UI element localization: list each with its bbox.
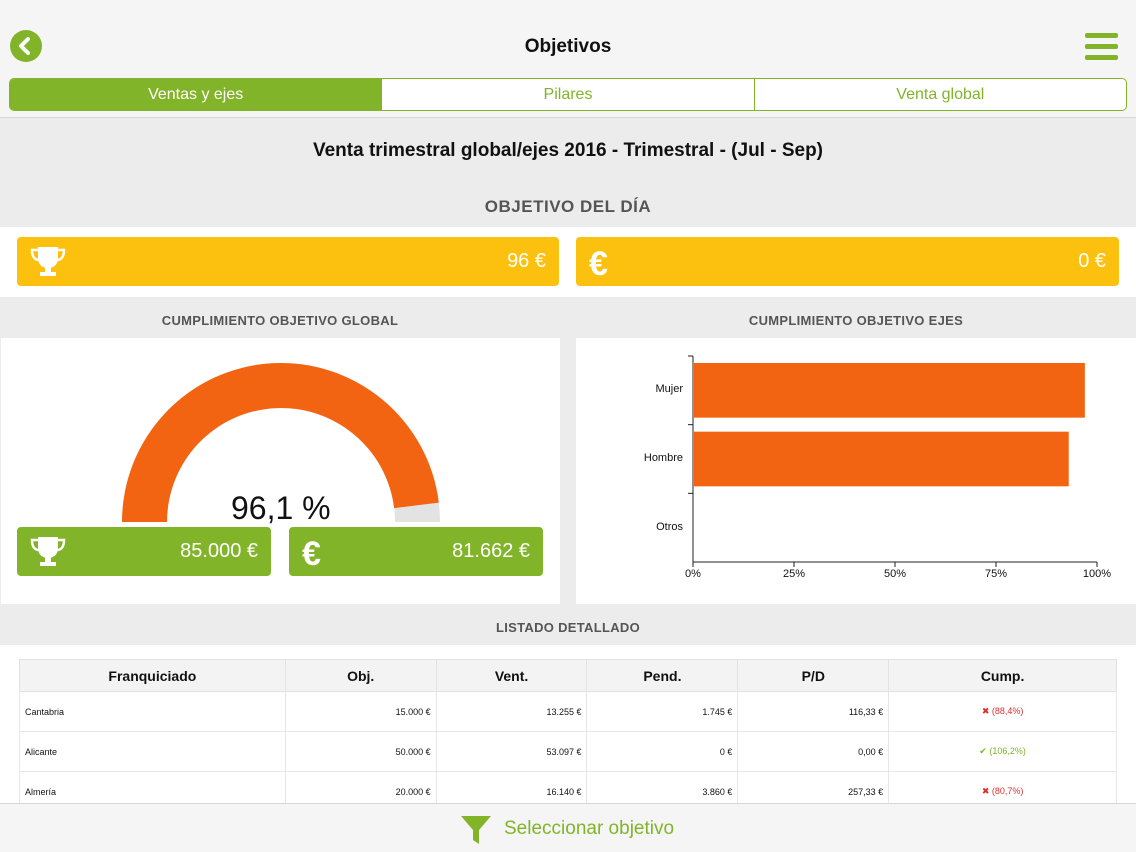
tab-pilares[interactable]: Pilares <box>382 79 755 110</box>
cump-value: (80,7%) <box>991 786 1024 796</box>
bar-hombre <box>694 431 1069 487</box>
back-button[interactable] <box>10 30 42 62</box>
daily-objective-value: 96 € <box>507 250 546 272</box>
category-label: Mujer <box>655 383 683 396</box>
col-franquiciado[interactable]: Franquiciado <box>19 659 286 692</box>
check-icon: ✔ <box>979 746 987 756</box>
cell-obj: 50.000 € <box>284 731 437 772</box>
cell-vent: 13.255 € <box>435 691 588 732</box>
table-header-row: Franquiciado Obj. Vent. Pend. P/D Cump. <box>19 659 1117 692</box>
col-vent[interactable]: Vent. <box>435 659 588 692</box>
gauge-chart <box>122 363 440 522</box>
euro-icon: € <box>589 245 608 279</box>
report-title: Venta trimestral global/ejes 2016 - Trim… <box>312 140 824 161</box>
listado-panel: Franquiciado Obj. Vent. Pend. P/D Cump. … <box>0 645 1136 812</box>
global-sales-box: € 81.662 € <box>289 527 543 576</box>
objetivo-dia-heading: OBJETIVO DEL DÍA <box>484 197 652 216</box>
global-sales-value: 81.662 € <box>452 540 530 562</box>
table-row[interactable]: Cantabria 15.000 € 13.255 € 1.745 € 116,… <box>19 691 1117 732</box>
tick-label: 0% <box>685 568 701 580</box>
cell-cump: ✖ (88,4%) <box>888 691 1117 732</box>
ejes-heading: CUMPLIMIENTO OBJETIVO EJES <box>748 313 964 328</box>
daily-sales-value: 0 € <box>1078 250 1106 272</box>
trophy-icon <box>30 537 66 566</box>
filter-icon <box>461 816 491 844</box>
cell-franquiciado: Alicante <box>19 731 286 772</box>
tick-label: 25% <box>782 568 806 580</box>
trophy-icon <box>30 247 66 276</box>
gauge-fill <box>122 363 439 522</box>
euro-icon: € <box>302 535 321 569</box>
col-cump[interactable]: Cump. <box>888 659 1117 692</box>
page-title: Objetivos <box>524 36 612 57</box>
listado-table: Franquiciado Obj. Vent. Pend. P/D Cump. … <box>19 659 1117 812</box>
tick-label: 75% <box>984 568 1008 580</box>
global-heading: CUMPLIMIENTO OBJETIVO GLOBAL <box>161 313 399 328</box>
ejes-chart-panel: Mujer Hombre Otros 0% 25% 50% 75% 100% <box>576 338 1136 604</box>
category-label: Hombre <box>643 452 683 464</box>
svg-text:€: € <box>589 245 608 279</box>
tab-ventas-y-ejes[interactable]: Ventas y ejes <box>10 79 383 110</box>
tab-bar: Ventas y ejes Pilares Venta global <box>9 78 1127 111</box>
cell-cump: ✔ (106,2%) <box>888 731 1117 772</box>
cell-pd: 116,33 € <box>737 691 890 732</box>
gauge-percent: 96,1 % <box>231 490 331 526</box>
cell-obj: 15.000 € <box>284 691 437 732</box>
cell-vent: 53.097 € <box>435 731 588 772</box>
select-objective-label: Seleccionar objetivo <box>504 818 675 839</box>
svg-text:€: € <box>302 535 321 569</box>
table-row[interactable]: Alicante 50.000 € 53.097 € 0 € 0,00 € ✔ … <box>19 731 1117 772</box>
cell-pd: 0,00 € <box>737 731 890 772</box>
global-objective-value: 85.000 € <box>180 540 258 562</box>
cump-value: (106,2%) <box>989 746 1026 756</box>
category-label: Otros <box>656 520 683 533</box>
chevron-left-icon <box>19 37 30 55</box>
select-objective-button[interactable]: Seleccionar objetivo <box>0 803 1136 852</box>
cump-value: (88,4%) <box>991 706 1024 716</box>
daily-sales-box: € 0 € <box>576 237 1119 286</box>
bar-mujer <box>694 363 1085 418</box>
col-pd[interactable]: P/D <box>737 659 890 692</box>
cross-icon: ✖ <box>981 706 990 716</box>
cell-franquiciado: Cantabria <box>19 691 286 732</box>
tick-label: 50% <box>883 568 907 580</box>
daily-objective-box: 96 € <box>17 237 559 286</box>
tab-venta-global[interactable]: Venta global <box>896 85 985 103</box>
navigation-bar: Objetivos Ventas y ejes Pilares Venta gl… <box>0 0 1136 118</box>
listado-heading: LISTADO DETALLADO <box>496 620 640 635</box>
cell-pend: 0 € <box>586 731 739 772</box>
tick-label: 100% <box>1082 568 1112 580</box>
cell-pend: 1.745 € <box>586 691 739 732</box>
col-pend[interactable]: Pend. <box>586 659 739 692</box>
col-obj[interactable]: Obj. <box>284 659 437 692</box>
global-objective-box: 85.000 € <box>17 527 271 576</box>
hamburger-menu-icon[interactable] <box>1085 33 1118 61</box>
cross-icon: ✖ <box>981 786 990 796</box>
bar-chart <box>688 355 1098 567</box>
